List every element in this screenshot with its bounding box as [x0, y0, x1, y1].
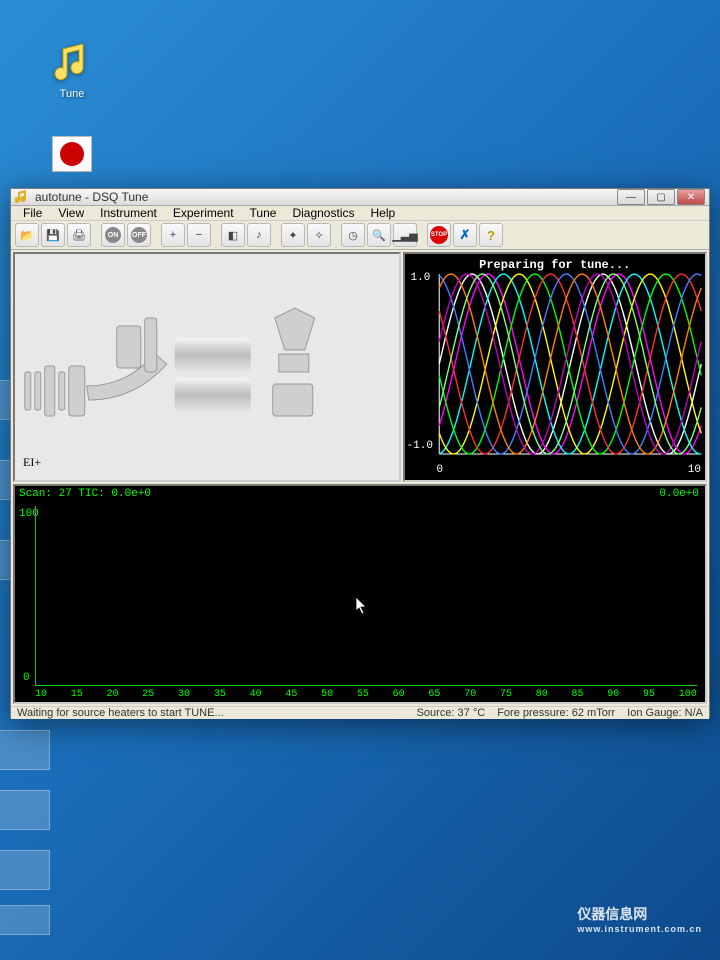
menu-experiment[interactable]: Experiment — [165, 206, 242, 220]
app-icon — [15, 189, 31, 205]
toolbar-stop-button[interactable]: STOP — [427, 223, 451, 247]
scan-label: Scan: 27 TIC: 0.0e+0 — [19, 488, 151, 500]
titlebar[interactable]: autotune - DSQ Tune — ▢ ✕ — [11, 189, 709, 206]
toolbar-print-button[interactable]: 🖨 — [67, 223, 91, 247]
status-message: Waiting for source heaters to start TUNE… — [17, 707, 224, 719]
x-axis-line — [35, 685, 697, 686]
tuning-chart — [405, 254, 705, 480]
minimize-button[interactable]: — — [617, 189, 645, 205]
taskbar-thumb[interactable] — [0, 790, 50, 830]
scan-right-label: 0.0e+0 — [659, 488, 699, 500]
toolbar-chart-button[interactable]: ▁▃▅ — [393, 223, 417, 247]
y-axis-max: 1.0 — [411, 272, 431, 284]
status-fore-pressure: Fore pressure: 62 mTorr — [497, 707, 615, 719]
x-axis-ticks: 101520253035404550556065707580859095100 — [35, 689, 697, 700]
watermark: 仪器信息网 www.instrument.com.cn — [577, 904, 702, 934]
toolbar-cancel-button[interactable]: ✗ — [453, 223, 477, 247]
toolbar-wand2-button[interactable]: ✧ — [307, 223, 331, 247]
taskbar-thumb[interactable] — [0, 850, 50, 890]
menu-file[interactable]: File — [15, 206, 50, 220]
menubar: FileViewInstrumentExperimentTuneDiagnost… — [11, 206, 709, 221]
ionization-mode-label: EI+ — [23, 455, 41, 470]
music-note-icon — [49, 40, 95, 86]
toolbar-help-button[interactable]: ? — [479, 223, 503, 247]
menu-tune[interactable]: Tune — [242, 206, 285, 220]
taskbar-thumb[interactable] — [0, 905, 50, 935]
toolbar-off-button[interactable]: OFF — [127, 223, 151, 247]
window-title: autotune - DSQ Tune — [35, 190, 148, 204]
menu-view[interactable]: View — [50, 206, 92, 220]
toolbar-wand1-button[interactable]: ✦ — [281, 223, 305, 247]
taskbar-thumb[interactable] — [0, 730, 50, 770]
desktop-icon-generic[interactable] — [42, 136, 102, 172]
toolbar: 📂💾🖨 ONOFF +−◧♪ ✦✧ ◷🔍▁▃▅ STOP✗? — [11, 221, 709, 250]
app-window: autotune - DSQ Tune — ▢ ✕ FileViewInstru… — [10, 188, 710, 718]
mouse-cursor-icon — [355, 596, 369, 616]
x-axis-max: 10 — [688, 464, 701, 476]
toolbar-plus-button[interactable]: + — [161, 223, 185, 247]
statusbar: Waiting for source heaters to start TUNE… — [11, 706, 709, 719]
status-ion-gauge: Ion Gauge: N/A — [627, 707, 703, 719]
toolbar-zoom-button[interactable]: 🔍 — [367, 223, 391, 247]
toolbar-save-button[interactable]: 💾 — [41, 223, 65, 247]
toolbar-minus-button[interactable]: − — [187, 223, 211, 247]
menu-instrument[interactable]: Instrument — [92, 206, 165, 220]
desktop-icon-tune[interactable]: Tune — [42, 40, 102, 100]
close-button[interactable]: ✕ — [677, 189, 705, 205]
toolbar-clock-button[interactable]: ◷ — [341, 223, 365, 247]
x-axis-min: 0 — [437, 464, 444, 476]
tuning-chart-panel: Preparing for tune... 1.0 -1.0 0 10 — [403, 252, 707, 482]
spectrum-panel: Scan: 27 TIC: 0.0e+0 0.0e+0 100 0 101520… — [13, 484, 707, 704]
toolbar-on-button[interactable]: ON — [101, 223, 125, 247]
desktop-icon-label: Tune — [60, 88, 85, 100]
y-axis-line — [35, 506, 36, 686]
tuning-chart-title: Preparing for tune... — [405, 258, 705, 272]
y-axis-min: -1.0 — [407, 440, 433, 452]
y-axis-min: 0 — [23, 672, 30, 684]
maximize-button[interactable]: ▢ — [647, 189, 675, 205]
schematic-panel: EI+ — [13, 252, 401, 482]
status-source-temp: Source: 37 °C — [417, 707, 486, 719]
toolbar-open-button[interactable]: 📂 — [15, 223, 39, 247]
toolbar-scope-button[interactable]: ◧ — [221, 223, 245, 247]
menu-help[interactable]: Help — [362, 206, 403, 220]
menu-diagnostics[interactable]: Diagnostics — [284, 206, 362, 220]
ion-source-diagram — [15, 254, 399, 480]
toolbar-note-button[interactable]: ♪ — [247, 223, 271, 247]
